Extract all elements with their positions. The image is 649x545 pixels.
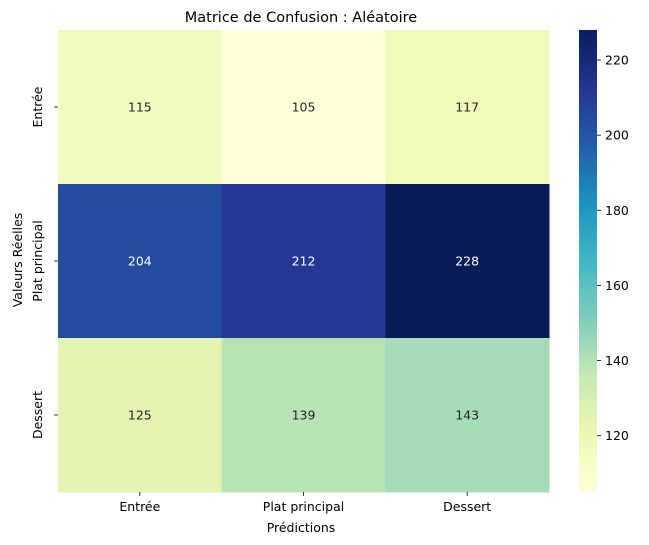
heatmap-cell <box>221 184 386 339</box>
cell-value-label: 228 <box>455 254 479 269</box>
x-tick-label: Dessert <box>443 499 491 514</box>
heatmap-cell <box>385 184 550 339</box>
y-axis-ticks: Entrée Plat principal Dessert <box>30 86 58 439</box>
cell-value-label: 139 <box>292 408 316 423</box>
colorbar-tick-label: 200 <box>605 128 629 143</box>
x-tick-label: Entrée <box>119 499 160 514</box>
x-axis-label: Prédictions <box>267 520 336 535</box>
cell-value-label: 125 <box>128 408 152 423</box>
colorbar-tick-label: 140 <box>605 353 629 368</box>
colorbar-tick-label: 180 <box>605 203 629 218</box>
y-axis-label: Valeurs Réelles <box>10 213 25 308</box>
y-tick-label: Plat principal <box>30 220 45 301</box>
cell-value-label: 105 <box>292 100 316 115</box>
heatmap-cell <box>221 338 386 493</box>
heatmap-cell <box>385 30 550 185</box>
heatmap-annotations: 115 105 117 204 212 228 125 139 143 <box>128 100 479 423</box>
heatmap-cell <box>58 30 223 185</box>
heatmap-cell <box>385 338 550 493</box>
cell-value-label: 143 <box>455 408 479 423</box>
cell-value-label: 117 <box>455 100 479 115</box>
x-axis-ticks: Entrée Plat principal Dessert <box>119 492 491 514</box>
y-tick-label: Entrée <box>30 86 45 127</box>
x-tick-label: Plat principal <box>263 499 344 514</box>
y-tick-label: Dessert <box>30 391 45 439</box>
cell-value-label: 212 <box>292 254 316 269</box>
cell-value-label: 115 <box>128 100 152 115</box>
colorbar-tick-label: 220 <box>605 53 629 68</box>
colorbar-tick-label: 120 <box>605 428 629 443</box>
cell-value-label: 204 <box>128 254 152 269</box>
heatmap-cell <box>58 184 223 339</box>
colorbar-ticks: 120 140 160 180 200 220 <box>597 53 629 443</box>
heatmap-cell <box>221 30 386 185</box>
colorbar-tick-label: 160 <box>605 278 629 293</box>
colorbar <box>579 30 597 492</box>
chart-title: Matrice de Confusion : Aléatoire <box>185 10 418 26</box>
heatmap-cells <box>58 30 550 493</box>
heatmap-cell <box>58 338 223 493</box>
